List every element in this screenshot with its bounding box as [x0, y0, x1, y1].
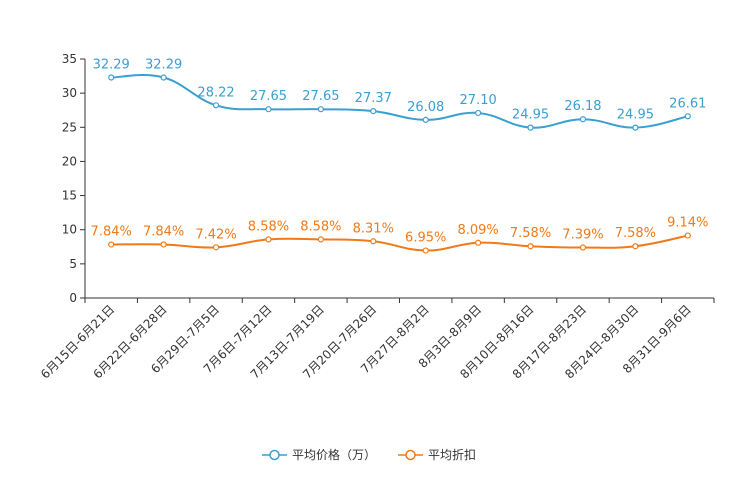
data-label: 26.18 — [564, 99, 601, 114]
data-label: 32.29 — [145, 58, 182, 73]
legend-item[interactable]: 平均价格（万） — [262, 447, 376, 462]
data-point[interactable] — [370, 108, 377, 115]
data-label: 27.37 — [355, 91, 392, 106]
data-point[interactable] — [527, 243, 534, 250]
data-point[interactable] — [265, 106, 272, 113]
data-label: 27.65 — [250, 89, 287, 104]
data-label: 7.84% — [143, 224, 184, 239]
data-point[interactable] — [684, 232, 691, 239]
data-point[interactable] — [422, 247, 429, 254]
y-tick-label: 15 — [62, 189, 77, 203]
data-label: 8.58% — [300, 219, 341, 234]
data-label: 6.95% — [405, 231, 446, 246]
data-label: 26.08 — [407, 100, 444, 115]
data-label: 27.65 — [302, 89, 339, 104]
data-label: 7.84% — [91, 224, 132, 239]
y-tick-label: 25 — [62, 120, 77, 134]
data-point[interactable] — [370, 238, 377, 245]
data-point[interactable] — [422, 116, 429, 124]
data-point[interactable] — [317, 106, 324, 113]
data-point[interactable] — [632, 124, 639, 131]
data-label: 26.61 — [669, 96, 706, 111]
data-point[interactable] — [212, 244, 220, 251]
data-point[interactable] — [475, 109, 482, 117]
series-average-price: 32.29 32.29 28.22 27.65 27.65 27.37 26.08 27.10… — [93, 58, 706, 131]
series-line — [111, 234, 688, 252]
data-point[interactable] — [317, 236, 324, 243]
y-tick-label: 30 — [62, 86, 77, 100]
legend-label: 平均折扣 — [428, 447, 476, 462]
series-line — [111, 74, 689, 129]
data-point[interactable] — [475, 239, 482, 246]
data-point[interactable] — [108, 74, 115, 81]
legend-marker-icon — [405, 449, 416, 461]
data-label: 7.58% — [510, 226, 551, 241]
y-tick-label: 0 — [69, 291, 77, 305]
data-label: 8.31% — [353, 221, 394, 236]
data-point[interactable] — [160, 74, 167, 81]
data-point[interactable] — [579, 244, 587, 251]
data-label: 7.39% — [562, 228, 603, 243]
series-average-discount: 7.84% 7.84% 7.42% 8.58% 8.58% 8.31% 6.95% 8.09%… — [91, 216, 708, 254]
data-point[interactable] — [632, 243, 639, 250]
y-tick-label: 35 — [62, 52, 77, 66]
data-point[interactable] — [108, 241, 115, 248]
data-point[interactable] — [579, 116, 587, 123]
data-point[interactable] — [212, 102, 220, 109]
data-label: 28.22 — [197, 85, 234, 100]
data-label: 27.10 — [460, 93, 497, 108]
data-label: 8.58% — [248, 219, 289, 234]
data-label: 8.09% — [457, 223, 498, 238]
legend-marker-icon — [269, 449, 280, 461]
y-tick-label: 20 — [62, 154, 77, 168]
data-label: 9.14% — [667, 216, 708, 231]
data-label: 7.42% — [195, 227, 236, 242]
data-label: 32.29 — [93, 58, 130, 73]
data-point[interactable] — [684, 113, 691, 120]
legend[interactable]: 平均价格（万） 平均折扣 — [262, 447, 476, 462]
data-label: 7.58% — [615, 226, 656, 241]
legend-label: 平均价格（万） — [292, 447, 376, 462]
data-point[interactable] — [527, 124, 534, 131]
data-point[interactable] — [265, 236, 272, 243]
y-tick-label: 5 — [69, 257, 77, 271]
legend-item[interactable]: 平均折扣 — [398, 447, 476, 462]
y-tick-label: 10 — [62, 223, 77, 237]
data-label: 24.95 — [617, 108, 654, 123]
data-label: 24.95 — [512, 108, 549, 123]
data-point[interactable] — [160, 241, 167, 248]
series-layer: 32.29 32.29 28.22 27.65 27.65 27.37 26.08 27.10… — [91, 58, 708, 254]
